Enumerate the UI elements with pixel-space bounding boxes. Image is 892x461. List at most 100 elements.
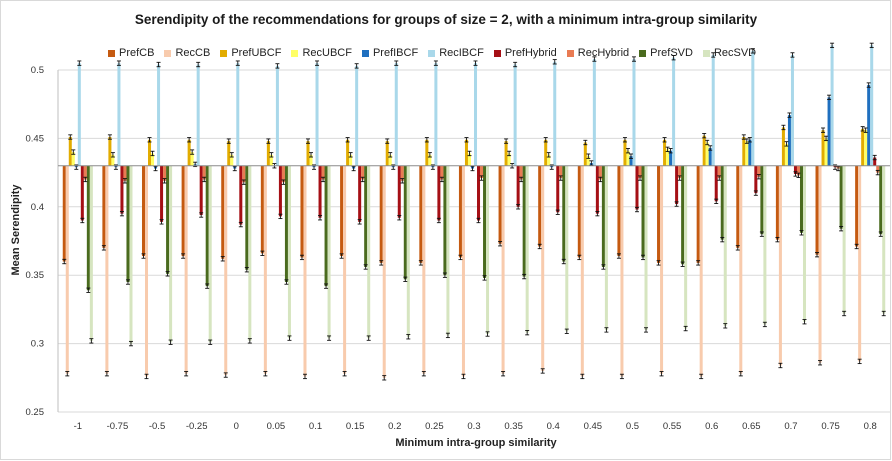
error-bar bbox=[842, 310, 847, 317]
bar-recsvd bbox=[446, 165, 450, 336]
error-bar bbox=[586, 153, 591, 159]
x-tick-label: -0.5 bbox=[149, 421, 165, 432]
error-bar bbox=[464, 137, 469, 143]
bar-recibcf bbox=[117, 63, 121, 166]
error-bar bbox=[83, 176, 88, 183]
bar-reccb bbox=[224, 165, 228, 376]
legend-item: RecUBCF bbox=[291, 47, 352, 59]
bar-rechybrid bbox=[440, 165, 444, 180]
error-bar bbox=[275, 63, 280, 69]
error-bar bbox=[677, 175, 682, 181]
bar-reccb bbox=[620, 165, 624, 377]
bar-reccb bbox=[778, 165, 782, 366]
legend-swatch bbox=[566, 49, 574, 57]
error-bar bbox=[232, 165, 237, 172]
bar-prefubcf bbox=[148, 139, 152, 166]
error-bar bbox=[156, 61, 161, 68]
x-tick-label: 0.75 bbox=[821, 421, 840, 432]
error-bar bbox=[110, 152, 115, 158]
error-bar bbox=[366, 335, 371, 341]
error-bar bbox=[400, 178, 405, 184]
bar-recubcf bbox=[151, 153, 155, 166]
error-bar bbox=[525, 330, 530, 336]
error-bar bbox=[714, 198, 719, 204]
error-bar bbox=[342, 371, 347, 377]
legend-swatch bbox=[220, 49, 228, 57]
error-bar bbox=[348, 152, 353, 158]
bar-recubcf bbox=[309, 154, 313, 166]
error-bar bbox=[165, 271, 170, 277]
bar-reccb bbox=[660, 165, 664, 374]
bar-prefhybrid bbox=[675, 165, 679, 205]
legend-label: RecSVD bbox=[713, 47, 757, 59]
legend-swatch bbox=[428, 49, 436, 57]
bar-recsvd bbox=[604, 165, 608, 330]
bar-recubcf bbox=[666, 149, 670, 166]
error-bar bbox=[305, 138, 310, 144]
bar-prefsvd bbox=[126, 165, 130, 283]
bar-reccb bbox=[303, 165, 307, 377]
error-bar bbox=[601, 264, 606, 270]
bar-prefhybrid bbox=[239, 165, 243, 225]
error-bar bbox=[656, 260, 661, 266]
bar-prefibcf bbox=[669, 150, 673, 166]
error-bar bbox=[223, 372, 228, 378]
bar-recibcf bbox=[315, 63, 319, 166]
bar-rechybrid bbox=[757, 165, 761, 177]
legend-label: PrefIBCF bbox=[372, 47, 419, 59]
bar-prefubcf bbox=[742, 137, 746, 166]
error-bar bbox=[504, 138, 509, 144]
bar-reccb bbox=[65, 165, 69, 374]
bar-recsvd bbox=[169, 165, 173, 343]
bar-recubcf bbox=[269, 154, 273, 166]
bar-prefcb bbox=[221, 165, 225, 259]
bar-prefubcf bbox=[821, 130, 825, 166]
bar-recsvd bbox=[802, 165, 807, 322]
legend-label: RecUBCF bbox=[302, 47, 352, 59]
bar-reccb bbox=[382, 165, 386, 378]
legend-swatch bbox=[164, 49, 172, 57]
error-bar bbox=[875, 169, 880, 176]
bar-rechybrid bbox=[163, 165, 167, 181]
bar-prefsvd bbox=[403, 165, 407, 280]
error-bar bbox=[589, 160, 594, 166]
bar-prefhybrid bbox=[199, 165, 203, 216]
error-bar bbox=[128, 340, 133, 347]
error-bar bbox=[781, 124, 786, 131]
bar-prefsvd bbox=[443, 165, 447, 276]
error-bar bbox=[516, 204, 521, 210]
error-bar bbox=[583, 139, 588, 146]
error-bar bbox=[281, 179, 286, 185]
error-bar bbox=[753, 190, 758, 196]
bar-prefsvd bbox=[205, 165, 209, 287]
bar-prefcb bbox=[498, 165, 502, 244]
error-bar bbox=[790, 52, 795, 58]
error-bar bbox=[674, 201, 679, 207]
error-bar bbox=[860, 126, 865, 132]
error-bar bbox=[561, 258, 566, 265]
legend-item: PrefCB bbox=[108, 47, 154, 59]
error-bar bbox=[659, 371, 664, 377]
x-tick-label: 0 bbox=[234, 421, 239, 432]
bar-prefhybrid bbox=[437, 165, 441, 221]
error-bar bbox=[421, 371, 426, 377]
error-bar bbox=[467, 150, 472, 157]
bar-prefcb bbox=[260, 165, 264, 254]
error-bar bbox=[839, 226, 844, 232]
x-tick-label: 0.8 bbox=[864, 421, 877, 432]
bar-recubcf bbox=[745, 141, 749, 166]
error-bar bbox=[397, 215, 402, 221]
x-tick-label: 0.4 bbox=[547, 421, 560, 432]
y-axis-title: Mean Serendipity bbox=[10, 184, 22, 276]
bar-prefubcf bbox=[861, 128, 865, 166]
bar-recibcf bbox=[434, 63, 438, 166]
bar-prefibcf bbox=[827, 97, 831, 166]
bar-recubcf bbox=[111, 154, 115, 166]
y-tick-label: 0.35 bbox=[26, 270, 45, 281]
y-tick-label: 0.45 bbox=[26, 133, 45, 144]
error-bar bbox=[315, 60, 320, 66]
bar-prefcb bbox=[379, 165, 383, 263]
error-bar bbox=[77, 60, 82, 66]
error-bar bbox=[287, 335, 292, 341]
x-tick-label: 0.2 bbox=[388, 421, 401, 432]
